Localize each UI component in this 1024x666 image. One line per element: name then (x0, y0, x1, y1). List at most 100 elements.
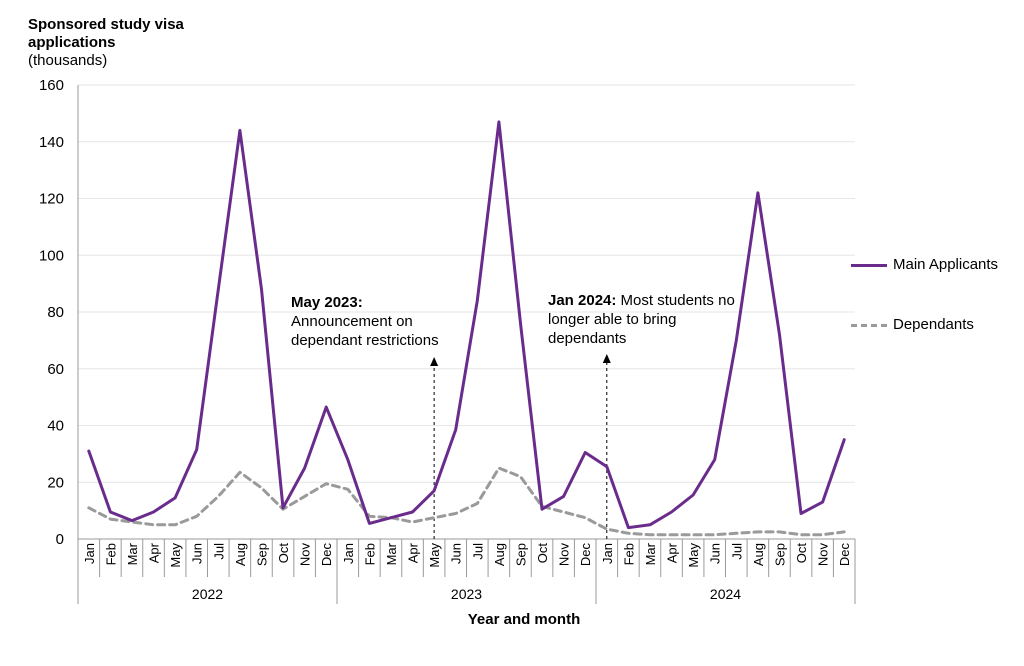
data-point-dependants (87, 506, 90, 509)
data-point-main-applicants (303, 467, 306, 470)
data-point-dependants (433, 516, 436, 519)
data-point-main-applicants (195, 448, 198, 451)
data-point-main-applicants (109, 511, 112, 514)
month-label: Jan (600, 543, 615, 564)
data-point-main-applicants (541, 508, 544, 511)
data-point-dependants (109, 518, 112, 521)
grid-lines (78, 84, 855, 483)
month-label: Sep (254, 543, 269, 566)
data-point-dependants (476, 502, 479, 505)
y-tick-label: 140 (39, 134, 64, 151)
data-point-dependants (735, 532, 738, 535)
month-label: Feb (362, 543, 377, 565)
y-axis-title-text: Sponsored study visa applications (28, 16, 184, 51)
month-label: Nov (298, 543, 313, 567)
y-tick-label: 60 (47, 361, 64, 378)
legend-swatch-dependants (851, 324, 887, 327)
data-point-main-applicants (217, 288, 220, 291)
month-label: Dec (319, 543, 334, 567)
month-label: Jul (211, 543, 226, 560)
data-point-main-applicants (778, 333, 781, 336)
month-label: Jun (449, 543, 464, 564)
legend-label-main-applicants: Main Applicants (893, 256, 999, 273)
data-point-dependants (303, 495, 306, 498)
year-label: 2024 (710, 586, 741, 602)
data-point-main-applicants (282, 506, 285, 509)
data-point-main-applicants (713, 458, 716, 461)
data-point-main-applicants (498, 121, 501, 124)
data-point-main-applicants (692, 494, 695, 497)
data-point-dependants (584, 516, 587, 519)
series-lines (87, 120, 846, 537)
data-point-dependants (239, 471, 242, 474)
month-label: Feb (103, 543, 118, 565)
data-point-dependants (843, 531, 846, 534)
data-point-main-applicants (260, 288, 263, 291)
month-label: Mar (384, 542, 399, 565)
data-point-dependants (692, 533, 695, 536)
data-point-main-applicants (131, 519, 134, 522)
y-tick-label: 40 (47, 418, 64, 435)
month-label: Jan (341, 543, 356, 564)
data-point-dependants (498, 467, 501, 470)
data-point-dependants (454, 512, 457, 515)
data-point-dependants (346, 488, 349, 491)
y-axis-title: Sponsored study visa applications (thous… (28, 16, 238, 70)
data-point-main-applicants (174, 497, 177, 500)
annotation-jan-2024-text: Most students no longer able to bring de… (548, 292, 735, 347)
data-point-main-applicants (346, 458, 349, 461)
y-axis-unit: (thousands) (28, 52, 108, 69)
month-label: Oct (276, 543, 291, 564)
month-label: May (168, 543, 183, 568)
month-label: Oct (535, 543, 550, 564)
data-point-dependants (260, 487, 263, 490)
data-point-main-applicants (843, 438, 846, 441)
data-point-main-applicants (757, 191, 760, 194)
year-label: 2022 (192, 586, 223, 602)
data-point-dependants (562, 511, 565, 514)
data-point-main-applicants (411, 511, 414, 514)
data-point-main-applicants (562, 495, 565, 498)
month-label: Jun (708, 543, 723, 564)
data-point-main-applicants (368, 522, 371, 525)
series-line-main-applicants (87, 120, 846, 530)
month-label: Sep (513, 543, 528, 566)
axes: 0 20 40 60 80 100 120 140 160 Jan Feb Mar Apr May Jun J… (39, 77, 856, 604)
x-axis-title: Year and month (467, 611, 581, 628)
data-point-dependants (217, 495, 220, 498)
month-label: May (686, 543, 701, 568)
annotation-arrow-head (602, 354, 611, 363)
month-label: Aug (492, 543, 507, 566)
data-point-main-applicants (800, 512, 803, 515)
data-point-main-applicants (390, 516, 393, 519)
y-tick-label: 0 (56, 531, 64, 548)
data-point-main-applicants (670, 511, 673, 514)
month-label: Mar (643, 542, 658, 565)
data-point-main-applicants (87, 450, 90, 453)
month-label: Mar (125, 542, 140, 565)
data-point-main-applicants (454, 428, 457, 431)
month-label: Apr (665, 542, 680, 563)
annotation-may-2023-text: Announcement on dependant restrictions (291, 313, 439, 349)
annotation-jan-2024: Jan 2024: Most students no longer able t… (548, 291, 748, 348)
data-point-main-applicants (239, 129, 242, 132)
y-tick-label: 20 (47, 474, 64, 491)
data-point-dependants (411, 521, 414, 524)
data-point-dependants (519, 475, 522, 478)
data-point-dependants (627, 532, 630, 535)
month-label: Jun (190, 543, 205, 564)
month-label: Oct (794, 543, 809, 564)
data-point-main-applicants (821, 501, 824, 504)
month-label: Aug (751, 543, 766, 566)
month-label: Dec (578, 543, 593, 567)
data-point-main-applicants (605, 465, 608, 468)
data-point-dependants (757, 531, 760, 534)
data-point-dependants (174, 523, 177, 526)
data-point-dependants (195, 515, 198, 518)
data-point-main-applicants (519, 322, 522, 325)
month-label: Apr (406, 542, 421, 563)
month-label: May (427, 543, 442, 568)
month-label: Feb (621, 543, 636, 565)
month-label: Jan (82, 543, 97, 564)
